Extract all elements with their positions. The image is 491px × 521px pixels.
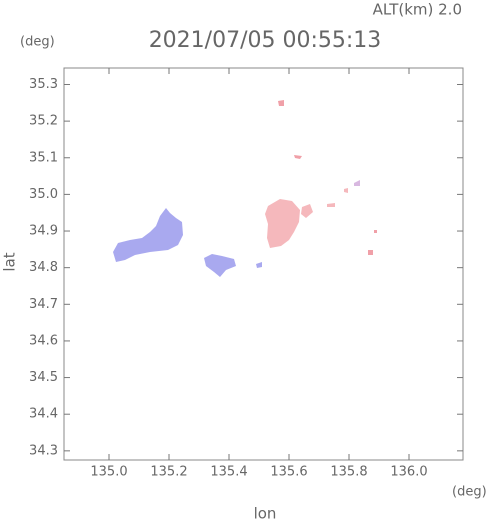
x-tick-label: 136.0 [390, 465, 427, 480]
y-tick-label: 34.6 [29, 333, 58, 348]
y-tick-label: 34.9 [29, 224, 58, 239]
x-axis-label: lon [254, 505, 277, 521]
echo-areas [113, 100, 377, 277]
y-tick-label: 35.1 [29, 150, 58, 165]
y-tick-label: 34.8 [29, 260, 58, 275]
blue-echo [204, 254, 236, 277]
x-tick-label: 135.8 [330, 465, 367, 480]
red-echo [278, 100, 284, 106]
chart-title: 2021/07/05 00:55:13 [149, 28, 382, 53]
blue-echo [113, 208, 183, 262]
red-echo [327, 203, 335, 207]
x-tick-label: 135.0 [90, 465, 127, 480]
y-axis-label: lat [1, 252, 19, 271]
altitude-label: ALT(km) 2.0 [373, 1, 462, 19]
y-tick-label: 35.3 [29, 77, 58, 92]
red-echo [301, 204, 313, 218]
x-unit: (deg) [452, 485, 487, 500]
y-tick-label: 34.4 [29, 407, 58, 422]
y-unit: (deg) [20, 35, 55, 50]
y-tick-label: 35.0 [29, 187, 58, 202]
red-echo [354, 180, 360, 186]
red-echo [294, 155, 302, 159]
x-tick-label: 135.6 [270, 465, 307, 480]
y-tick-label: 35.2 [29, 114, 58, 129]
red-echo [344, 188, 348, 193]
red-echo [374, 230, 377, 233]
red-echo [265, 199, 300, 248]
red-echo [368, 250, 373, 255]
y-tick-label: 34.7 [29, 297, 58, 312]
plot-frame [63, 67, 464, 461]
x-tick-label: 135.4 [210, 465, 247, 480]
y-tick-label: 34.5 [29, 370, 58, 385]
x-tick-label: 135.2 [150, 465, 187, 480]
blue-echo [256, 262, 262, 268]
y-tick-label: 34.3 [29, 443, 58, 458]
